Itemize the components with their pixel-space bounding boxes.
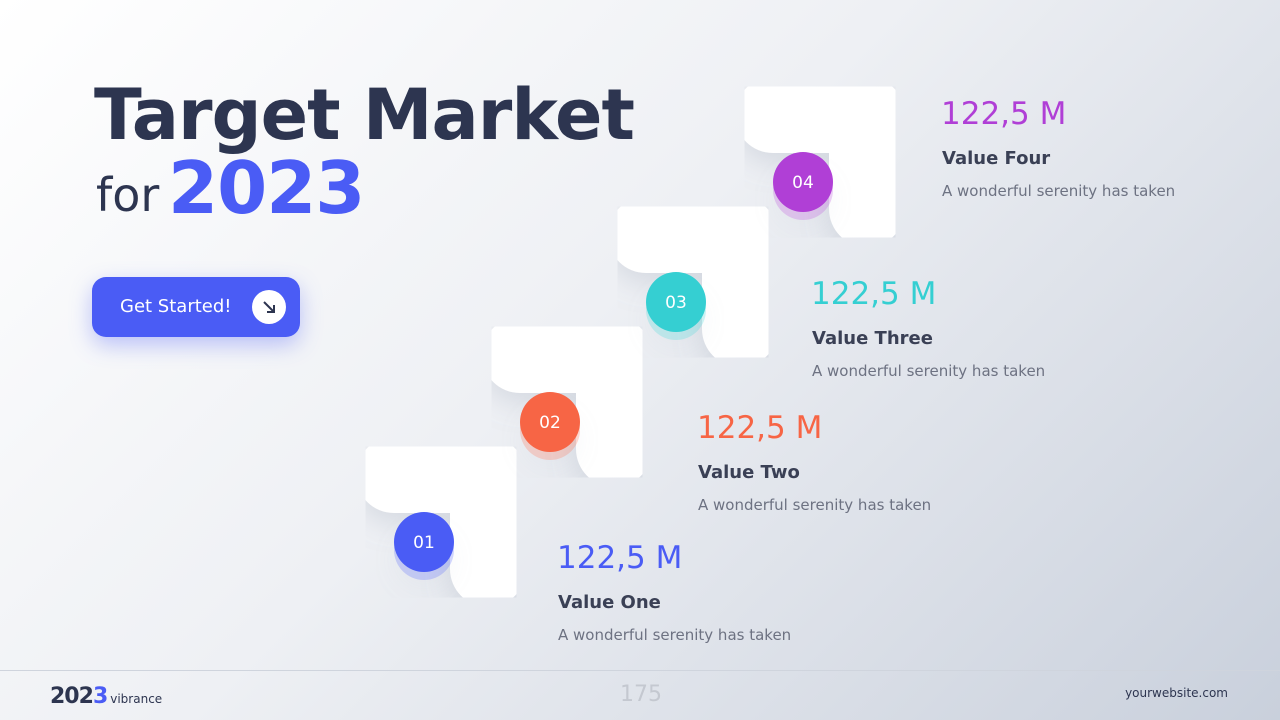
step-label: Value Two bbox=[698, 462, 800, 483]
logo-accent: 3 bbox=[92, 684, 108, 709]
step-number: 04 bbox=[792, 173, 814, 193]
step-number: 01 bbox=[413, 533, 435, 553]
step-description: A wonderful serenity has taken bbox=[698, 496, 932, 514]
step-label: Value One bbox=[558, 592, 661, 613]
page-number: 175 bbox=[620, 682, 662, 707]
step-description: A wonderful serenity has taken bbox=[942, 182, 1176, 200]
step-badge bbox=[773, 152, 833, 212]
footer-line bbox=[0, 670, 1280, 671]
button-label: Get Started! bbox=[120, 296, 232, 317]
step-value: 122,5 M bbox=[941, 96, 1067, 132]
step-badge bbox=[646, 272, 706, 332]
step-number: 02 bbox=[539, 413, 561, 433]
website: yourwebsite.com bbox=[1125, 686, 1228, 700]
logo-main: 202 bbox=[50, 684, 94, 709]
step-badge bbox=[520, 392, 580, 452]
title-prefix: for bbox=[96, 168, 160, 222]
title-year: 2023 bbox=[168, 146, 365, 230]
step-description: A wonderful serenity has taken bbox=[812, 362, 1046, 380]
step-number: 03 bbox=[665, 293, 687, 313]
title: Target Market bbox=[94, 74, 635, 156]
step-description: A wonderful serenity has taken bbox=[558, 626, 792, 644]
button-icon bbox=[252, 290, 286, 324]
step-value: 122,5 M bbox=[557, 540, 683, 576]
step-shape bbox=[356, 437, 526, 607]
step-label: Value Three bbox=[812, 328, 933, 349]
step-label: Value Four bbox=[942, 148, 1051, 169]
step-shape bbox=[735, 77, 905, 247]
step-shape bbox=[608, 197, 778, 367]
step-badge bbox=[394, 512, 454, 572]
logo-suffix: vibrance bbox=[110, 692, 163, 706]
step-value: 122,5 M bbox=[697, 410, 823, 446]
step-shape bbox=[482, 317, 652, 487]
logo: 2023 vibrance bbox=[50, 684, 162, 709]
step-value: 122,5 M bbox=[811, 276, 937, 312]
